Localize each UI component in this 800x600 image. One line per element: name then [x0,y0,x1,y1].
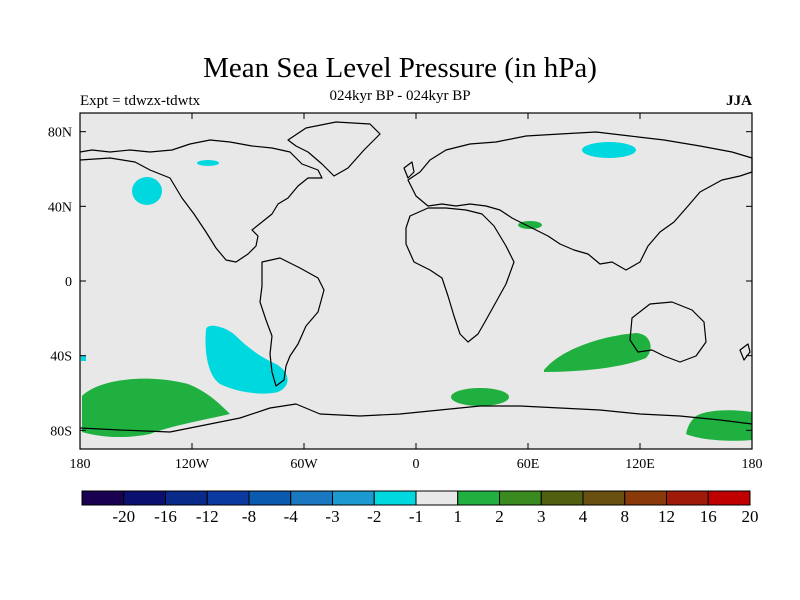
lat-tick-marks [80,131,752,431]
lat-tick-label: 80N [48,126,72,141]
colorbar-label: 3 [537,507,546,526]
coastline-north-america [79,139,323,263]
experiment-label: Expt = tdwzx-tdwtx [80,93,201,109]
lon-tick-label: 120W [175,457,210,472]
positive-anomaly-south-pacific-west [82,378,230,438]
colorbar-label: -12 [196,507,219,526]
colorbar-swatch [290,490,333,506]
coastline-south-america [259,257,325,387]
season-label: JJA [726,93,752,109]
lat-tick-label: 0 [65,275,72,290]
colorbar-swatch [248,490,292,506]
positive-anomaly-middle-east [518,221,542,229]
map-subtitle: 024kyr BP - 024kyr BP [329,88,471,104]
colorbar-swatch [123,490,166,506]
coastlines [79,121,753,433]
coastline-antarctica [79,403,753,433]
negative-anomaly-greenland [197,160,219,166]
positive-anomaly-south-atlantic [451,388,509,406]
colorbar-swatch [457,490,500,506]
negative-anomaly-south-pacific [205,325,288,394]
colorbar-swatch [81,490,125,506]
colorbar-label: -3 [325,507,339,526]
coastline-europe-asia [407,131,753,271]
colorbar-label: 1 [454,507,463,526]
colorbar-swatch [165,490,208,506]
lon-tick-marks [79,113,753,449]
colorbar-label: 8 [621,507,630,526]
negative-anomaly-arctic-east [582,142,636,158]
colorbar-label: 16 [700,507,717,526]
lon-tick-label: 180 [70,457,91,472]
colorbar-swatch [332,490,375,506]
colorbar-label: 12 [658,507,675,526]
lon-tick-label: 120E [625,457,655,472]
colorbar-swatch [415,490,459,506]
colorbar-swatch [540,490,584,506]
colorbar-label: -20 [112,507,135,526]
lat-tick-label: 80S [50,424,72,439]
negative-anomaly-edge [81,356,86,361]
colorbar-label: -16 [154,507,177,526]
colorbar-swatch [624,490,667,506]
colorbar-swatch [666,490,709,506]
positive-anomaly-indian-ocean [544,333,651,372]
coastline-africa [405,207,515,343]
lon-tick-label: 60W [290,457,318,472]
colorbar-label: -2 [367,507,381,526]
lon-tick-label: 60E [517,457,540,472]
anomaly-areas [81,142,752,441]
coastline-new-zealand [739,343,751,361]
colorbar-label: -1 [409,507,423,526]
colorbar-swatch [499,490,542,506]
colorbar-swatch [582,490,626,506]
negative-anomaly-north-pacific [132,177,162,205]
colorbar-label: 20 [742,507,759,526]
map-title: Mean Sea Level Pressure (in hPa) [203,52,597,84]
lat-tick-labels: 80N 40N 0 40S 80S [48,126,72,440]
coastline-australia [629,301,707,363]
colorbar [81,490,751,506]
coastline-britain [403,161,415,179]
colorbar-labels: -20 -16 -12 -8 -4 -3 -2 -1 1 2 3 4 8 12 16 20 [112,507,758,526]
colorbar-label: -8 [242,507,256,526]
lon-tick-labels: 180 120W 60W 0 60E 120E 180 [70,457,763,472]
lon-tick-label: 0 [413,457,420,472]
axis-ticks [79,113,753,449]
coastline-greenland [287,121,381,177]
lat-tick-label: 40S [50,350,72,365]
colorbar-swatch [206,490,250,506]
colorbar-swatch [373,490,417,506]
colorbar-label: 2 [495,507,504,526]
lon-tick-label: 180 [742,457,763,472]
colorbar-label: -4 [284,507,299,526]
lat-tick-label: 40N [48,200,72,215]
colorbar-label: 4 [579,507,588,526]
colorbar-swatch [707,490,751,506]
